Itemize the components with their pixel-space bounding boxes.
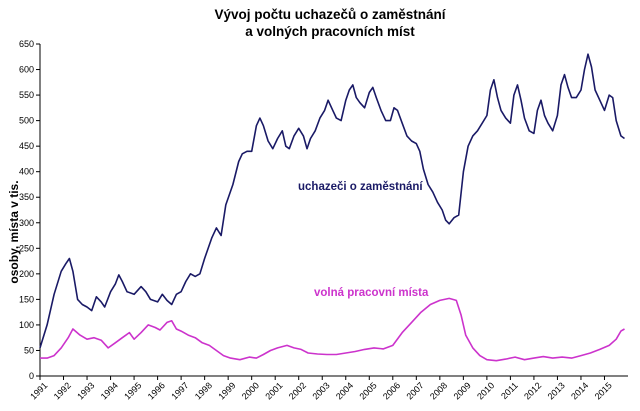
x-tick-label: 1997 [169,380,190,401]
x-tick-label: 1998 [193,380,214,401]
y-tick-label: 400 [19,167,34,177]
y-tick-label: 100 [19,320,34,330]
x-tick-label: 1991 [28,380,49,401]
x-tick-label: 2002 [287,380,308,401]
chart-axes [39,44,628,377]
x-tick-label: 2003 [310,380,331,401]
x-tick-label: 2007 [404,380,425,401]
x-tick-label: 2011 [499,380,520,401]
x-tick-label: 1996 [146,380,167,401]
series-label-uchazeci: uchazeči o zaměstnání [298,181,423,193]
y-tick-label: 600 [19,65,34,75]
x-tick-label: 2005 [357,380,378,401]
y-tick-label: 0 [29,371,34,381]
y-tick-label: 300 [19,218,34,228]
y-tick-label: 250 [19,243,34,253]
y-axis-label: osoby, místa v tis. [7,180,21,283]
x-tick-label: 2010 [475,380,496,401]
series-line-volna-mista [40,297,625,362]
x-tick-label: 2008 [428,380,449,401]
x-tick-label: 2006 [381,380,402,401]
x-tick-label: 2001 [263,380,284,401]
y-axis-ticks: 0 50 100 150 200 250 300 350 400 450 500 550 600 650 [19,39,40,381]
chart-title-line-2: a volných pracovních míst [245,24,415,39]
x-tick-label: 1999 [216,380,237,401]
x-tick-label: 2014 [569,380,590,401]
y-tick-label: 150 [19,294,34,304]
x-tick-label: 1995 [122,380,143,401]
x-tick-label: 2015 [593,380,614,401]
chart-title: Vývoj počtu uchazečů o zaměstnání a voln… [120,6,540,40]
y-tick-label: 200 [19,269,34,279]
y-tick-label: 350 [19,192,34,202]
series-label-volna-mista: volná pracovní místa [314,287,429,299]
x-axis-ticks: 1991 1992 1993 1994 1995 1996 1997 1998 1999 2000… [28,376,614,402]
chart-title-line-1: Vývoj počtu uchazečů o zaměstnání [214,7,446,22]
x-tick-label: 2012 [522,380,543,401]
x-tick-label: 2000 [240,380,261,401]
series-line-uchazeci [39,53,625,349]
y-tick-label: 650 [19,39,34,49]
y-tick-label: 500 [19,116,34,126]
x-tick-label: 2009 [452,380,473,401]
x-tick-label: 2013 [546,380,567,401]
x-tick-label: 2004 [334,380,355,401]
y-tick-label: 50 [24,345,34,355]
chart-series [39,53,625,362]
y-tick-label: 450 [19,141,34,151]
x-tick-label: 1992 [52,380,73,401]
x-tick-label: 1993 [75,380,96,401]
x-tick-label: 1994 [99,380,120,401]
y-tick-label: 550 [19,90,34,100]
